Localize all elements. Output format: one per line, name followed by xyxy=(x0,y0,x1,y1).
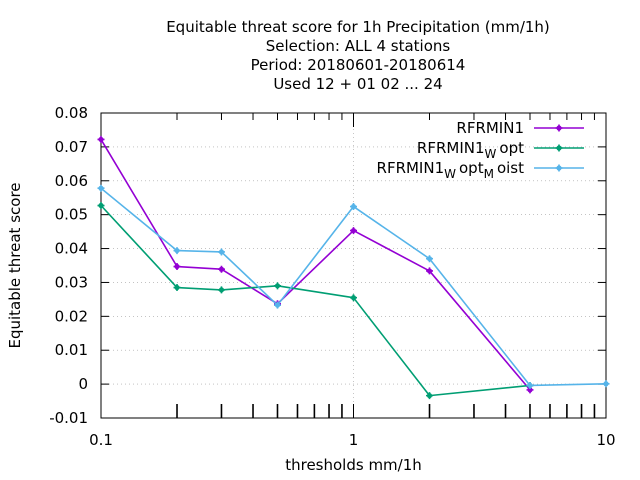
data-point-cross xyxy=(173,284,181,292)
x-tick-label: 0.1 xyxy=(89,431,113,449)
y-tick-label: 0.01 xyxy=(55,341,88,359)
legend-label-part: opt xyxy=(499,139,524,157)
chart-title-line: Period: 20180601-20180614 xyxy=(251,56,466,74)
data-point-cross xyxy=(350,203,357,211)
data-point-cross xyxy=(173,263,181,271)
series-line xyxy=(100,204,531,397)
legend-label: RFRMIN1W opt xyxy=(417,139,524,161)
data-point-cross xyxy=(97,202,105,210)
chart-title: Equitable threat score for 1h Precipitat… xyxy=(166,18,550,93)
data-point-cross xyxy=(173,247,181,255)
data-point-cross xyxy=(602,380,610,388)
data-point-cross xyxy=(97,184,105,192)
legend-label: RFRMIN1W optM oist xyxy=(377,159,525,181)
series-3 xyxy=(97,184,610,389)
chart-title-line: Selection: ALL 4 stations xyxy=(266,37,451,55)
y-tick-label: -0.01 xyxy=(49,409,88,427)
legend-label-part: RFRMIN1 xyxy=(417,139,485,157)
plot-frame xyxy=(100,112,607,419)
data-point-cross xyxy=(217,248,225,256)
legend-label-part: oist xyxy=(497,159,524,177)
legend-marker-cross xyxy=(555,144,563,152)
legend-item: RFRMIN1W optM oist xyxy=(377,159,584,181)
series-2 xyxy=(97,202,534,400)
chart-title-line: Equitable threat score for 1h Precipitat… xyxy=(166,18,550,36)
y-tick-label: 0.06 xyxy=(55,172,88,190)
legend-label-subscript: W xyxy=(485,147,497,161)
data-point-cross xyxy=(526,381,534,389)
legend-label-part: opt xyxy=(459,159,484,177)
data-point-cross xyxy=(217,265,225,273)
y-tick-label: 0.04 xyxy=(55,240,88,258)
y-axis-label: Equitable threat score xyxy=(6,182,24,348)
data-point-cross xyxy=(350,294,357,302)
y-tick-label: 0.03 xyxy=(55,273,88,291)
x-tick-label: 10 xyxy=(596,431,615,449)
series-line xyxy=(100,187,607,387)
legend-item: RFRMIN1W opt xyxy=(417,139,584,161)
legend-label-part: RFRMIN1 xyxy=(456,119,524,137)
series xyxy=(97,135,610,400)
data-point-cross xyxy=(426,267,434,275)
data-point-cross xyxy=(350,227,357,235)
legend-marker-cross xyxy=(555,124,563,132)
x-tick-label: 1 xyxy=(349,431,359,449)
data-point-cross xyxy=(273,301,281,309)
chart-title-line: Used 12 + 01 02 ... 24 xyxy=(273,75,442,93)
legend-label-subscript: W xyxy=(444,167,456,181)
data-point-cross xyxy=(273,282,281,290)
x-axis-label: thresholds mm/1h xyxy=(285,456,422,474)
legend-marker-cross xyxy=(555,164,563,172)
y-tick-label: 0.02 xyxy=(55,307,88,325)
y-tick-label: 0.07 xyxy=(55,138,88,156)
axis-ticks: -0.01 0 0.01 0.02 0.03 0.04 0.05 0.06 0.07 0.08 0.… xyxy=(49,104,615,449)
legend-label-part: RFRMIN1 xyxy=(377,159,445,177)
y-tick-label: 0.05 xyxy=(55,206,88,224)
data-point-cross xyxy=(426,255,434,263)
legend-label: RFRMIN1 xyxy=(456,119,524,137)
data-point-cross xyxy=(97,135,105,143)
legend-label-subscript: M xyxy=(484,167,494,181)
data-point-cross xyxy=(217,286,225,294)
y-tick-label: 0.08 xyxy=(55,104,88,122)
legend-item: RFRMIN1 xyxy=(456,119,584,137)
y-tick-label: 0 xyxy=(78,375,88,393)
data-point-cross xyxy=(426,392,434,400)
